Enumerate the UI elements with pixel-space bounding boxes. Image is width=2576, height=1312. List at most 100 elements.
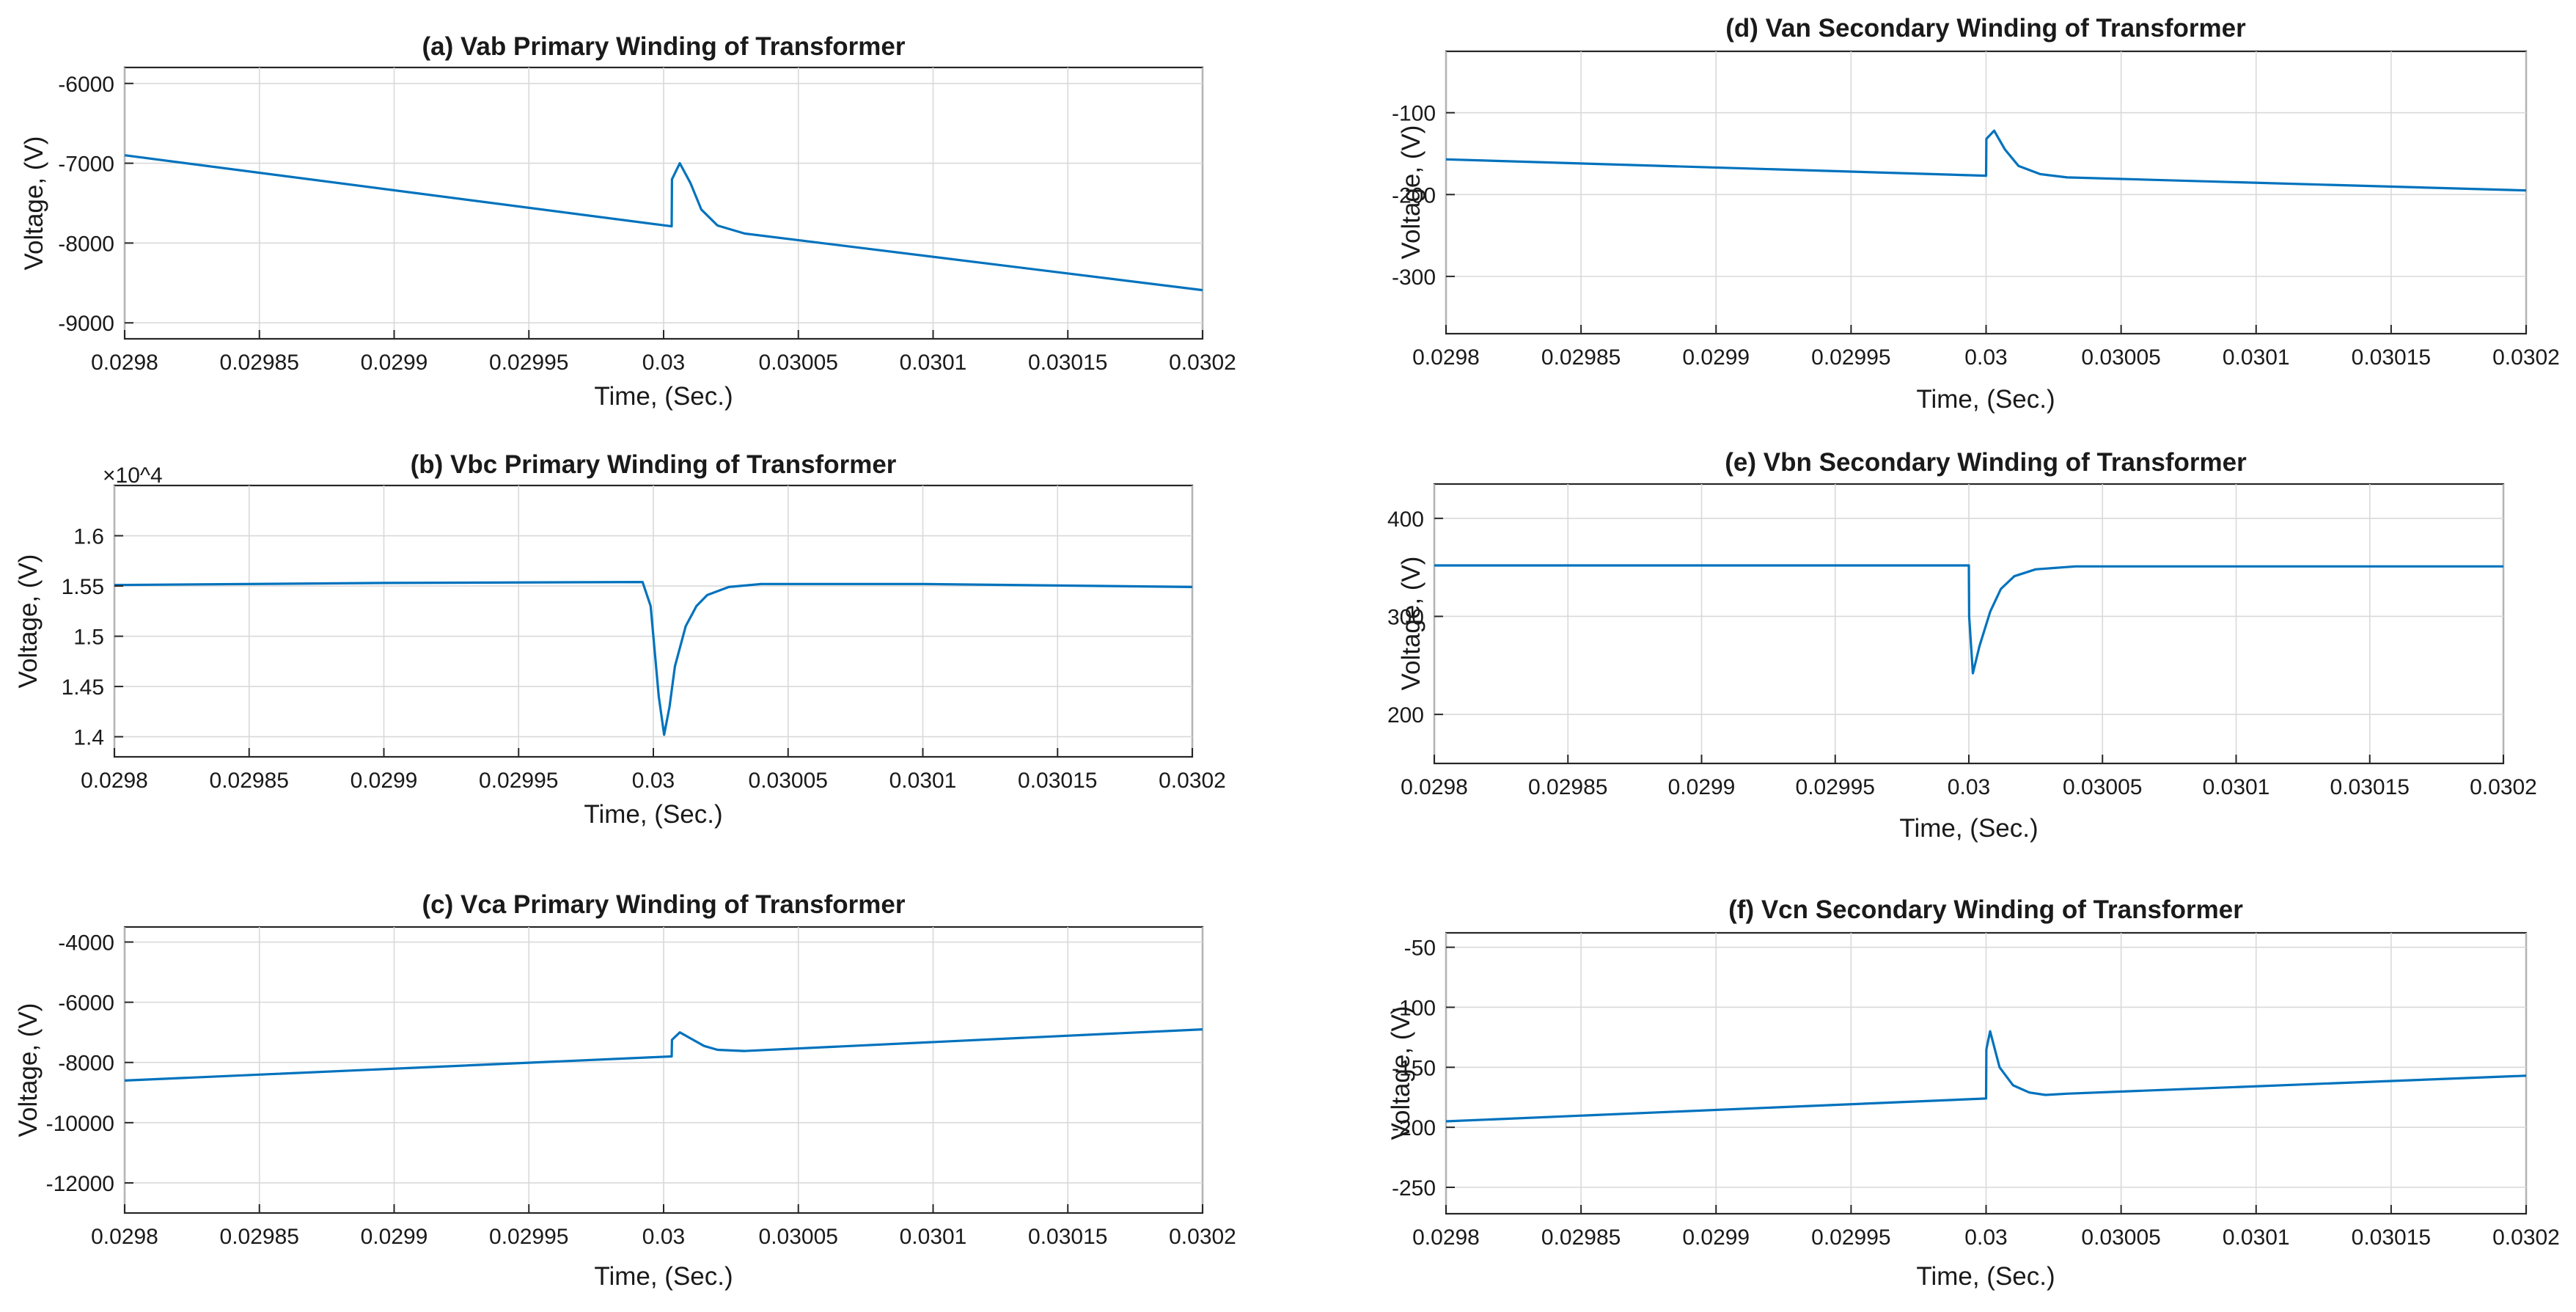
x-tick-label: 0.0301 xyxy=(900,1225,967,1249)
y-tick-label: -6000 xyxy=(58,73,114,97)
panel-c: 0.0298 0.02985 0.0299 0.02995 0.03 0.03005 0.0… xyxy=(14,890,1236,1291)
y-axis-label: Voltage, (V) xyxy=(1397,125,1425,260)
x-tick-label: 0.03 xyxy=(632,769,675,793)
x-tick-label: 0.03015 xyxy=(2330,775,2410,799)
x-axis-label: Time, (Sec.) xyxy=(584,800,722,829)
x-tick-label: 0.02995 xyxy=(489,351,568,375)
panel-f: 0.0298 0.02985 0.0299 0.02995 0.03 0.03005 0.0… xyxy=(1387,895,2560,1291)
ticks: 0.0298 0.02985 0.0299 0.02995 0.03 0.03005 0.0… xyxy=(46,931,1236,1249)
x-tick-label: 0.03015 xyxy=(1018,769,1097,793)
x-tick-label: 0.02995 xyxy=(1811,1225,1890,1250)
y-axis-label: Voltage, (V) xyxy=(14,554,43,689)
x-tick-label: 0.02995 xyxy=(489,1225,568,1249)
y-axis-label: Voltage, (V) xyxy=(1397,557,1425,691)
x-axis-label: Time, (Sec.) xyxy=(1916,385,2055,414)
x-tick-label: 0.0298 xyxy=(1412,1225,1480,1250)
x-tick-label: 0.0299 xyxy=(361,1225,428,1249)
series-line-vca xyxy=(124,1028,1203,1082)
y-axis-label: Voltage, (V) xyxy=(1387,1006,1415,1140)
y-tick-label: 200 xyxy=(1387,703,1424,728)
grid xyxy=(124,927,1203,1213)
y-tick-label: -9000 xyxy=(58,312,114,336)
x-axis-label: Time, (Sec.) xyxy=(1916,1262,2055,1291)
x-tick-label: 0.03015 xyxy=(2352,345,2431,370)
x-axis-label: Time, (Sec.) xyxy=(594,382,733,411)
y-axis-label: Voltage, (V) xyxy=(14,1003,43,1137)
series-line-vcn xyxy=(1445,1030,2527,1123)
grid xyxy=(1445,933,2527,1214)
chart-title: (d) Van Secondary Winding of Transformer xyxy=(1725,14,2246,43)
y-tick-label: 300 xyxy=(1387,605,1424,629)
x-tick-label: 0.02985 xyxy=(220,1225,299,1249)
ticks: 0.0298 0.02985 0.0299 0.02995 0.03 0.03005 0.0… xyxy=(62,525,1226,793)
chart-title: (f) Vcn Secondary Winding of Transformer xyxy=(1728,895,2243,924)
x-tick-label: 0.03005 xyxy=(759,1225,838,1249)
grid xyxy=(1445,51,2527,334)
x-tick-label: 0.0299 xyxy=(1682,1225,1750,1250)
y-tick-label: 1.55 xyxy=(62,575,104,599)
y-tick-label: -200 xyxy=(1392,1116,1436,1140)
y-tick-label: -12000 xyxy=(46,1172,114,1196)
series-line-vab xyxy=(124,154,1203,292)
chart-title: (e) Vbn Secondary Winding of Transformer xyxy=(1725,448,2247,477)
x-tick-label: 0.03005 xyxy=(2063,775,2142,799)
y-tick-label: -300 xyxy=(1392,265,1436,290)
y-tick-label: -8000 xyxy=(58,232,114,256)
y-tick-label: -7000 xyxy=(58,153,114,177)
y-tick-label: -8000 xyxy=(58,1052,114,1076)
chart-title: (a) Vab Primary Winding of Transformer xyxy=(422,32,906,61)
chart-title: (c) Vca Primary Winding of Transformer xyxy=(422,890,905,919)
panel-b: 0.0298 0.02985 0.0299 0.02995 0.03 0.03005 0.0… xyxy=(14,450,1226,829)
x-tick-label: 0.0302 xyxy=(1169,351,1236,375)
x-tick-label: 0.03 xyxy=(1948,775,1990,799)
y-tick-label: 1.6 xyxy=(73,525,104,549)
x-tick-label: 0.0298 xyxy=(1401,775,1468,799)
panel-e: 0.0298 0.02985 0.0299 0.02995 0.03 0.03005 0.0… xyxy=(1387,448,2537,843)
grid xyxy=(124,67,1203,339)
x-tick-label: 0.03005 xyxy=(2081,1225,2160,1250)
ticks: 0.0298 0.02985 0.0299 0.02995 0.03 0.03005 0.0… xyxy=(1392,937,2560,1250)
x-tick-label: 0.0298 xyxy=(1412,345,1480,370)
x-tick-label: 0.03 xyxy=(1964,1225,2007,1250)
y-tick-label: -200 xyxy=(1392,183,1436,208)
y-tick-label: -150 xyxy=(1392,1056,1436,1080)
y-tick-label: 400 xyxy=(1387,507,1424,532)
y-tick-label: -100 xyxy=(1392,996,1436,1020)
x-tick-label: 0.02995 xyxy=(1811,345,1890,370)
x-tick-label: 0.03 xyxy=(1964,345,2007,370)
x-tick-label: 0.02995 xyxy=(1796,775,1875,799)
x-tick-label: 0.02985 xyxy=(210,769,289,793)
y-tick-label: -6000 xyxy=(58,992,114,1016)
series-line-van xyxy=(1445,129,2527,192)
y-tick-label: 1.5 xyxy=(73,626,104,650)
x-tick-label: 0.02985 xyxy=(1541,345,1621,370)
y-tick-label: 1.4 xyxy=(73,726,104,750)
x-tick-label: 0.0302 xyxy=(2470,775,2537,799)
panel-d: 0.0298 0.02985 0.0299 0.02995 0.03 0.03005 0.0… xyxy=(1392,14,2560,414)
x-tick-label: 0.02985 xyxy=(1528,775,1607,799)
x-tick-label: 0.0299 xyxy=(361,351,428,375)
ticks: 0.0298 0.02985 0.0299 0.02995 0.03 0.03005 0.0… xyxy=(1387,507,2537,799)
x-tick-label: 0.0298 xyxy=(91,1225,158,1249)
x-tick-label: 0.0302 xyxy=(1159,769,1226,793)
x-tick-label: 0.02985 xyxy=(220,351,299,375)
x-tick-label: 0.03005 xyxy=(749,769,828,793)
x-tick-label: 0.03 xyxy=(642,351,685,375)
x-axis-label: Time, (Sec.) xyxy=(594,1262,733,1291)
x-tick-label: 0.03015 xyxy=(1028,1225,1107,1249)
series-line-vbn xyxy=(1434,564,2503,675)
x-tick-label: 0.0301 xyxy=(900,351,967,375)
x-tick-label: 0.0299 xyxy=(351,769,418,793)
y-axis-label: Voltage, (V) xyxy=(20,136,48,271)
x-tick-label: 0.03015 xyxy=(1028,351,1107,375)
x-tick-label: 0.0301 xyxy=(889,769,957,793)
y-tick-label: -50 xyxy=(1404,937,1436,961)
x-tick-label: 0.03005 xyxy=(759,351,838,375)
x-tick-label: 0.03015 xyxy=(2352,1225,2431,1250)
x-tick-label: 0.0302 xyxy=(2492,1225,2560,1250)
x-tick-label: 0.03005 xyxy=(2081,345,2160,370)
y-tick-label: -100 xyxy=(1392,102,1436,126)
panel-a: 0.0298 0.02985 0.0299 0.02995 0.03 0.03005 0.0… xyxy=(20,32,1236,411)
y-tick-label: -10000 xyxy=(46,1112,114,1136)
x-tick-label: 0.0301 xyxy=(2223,1225,2290,1250)
